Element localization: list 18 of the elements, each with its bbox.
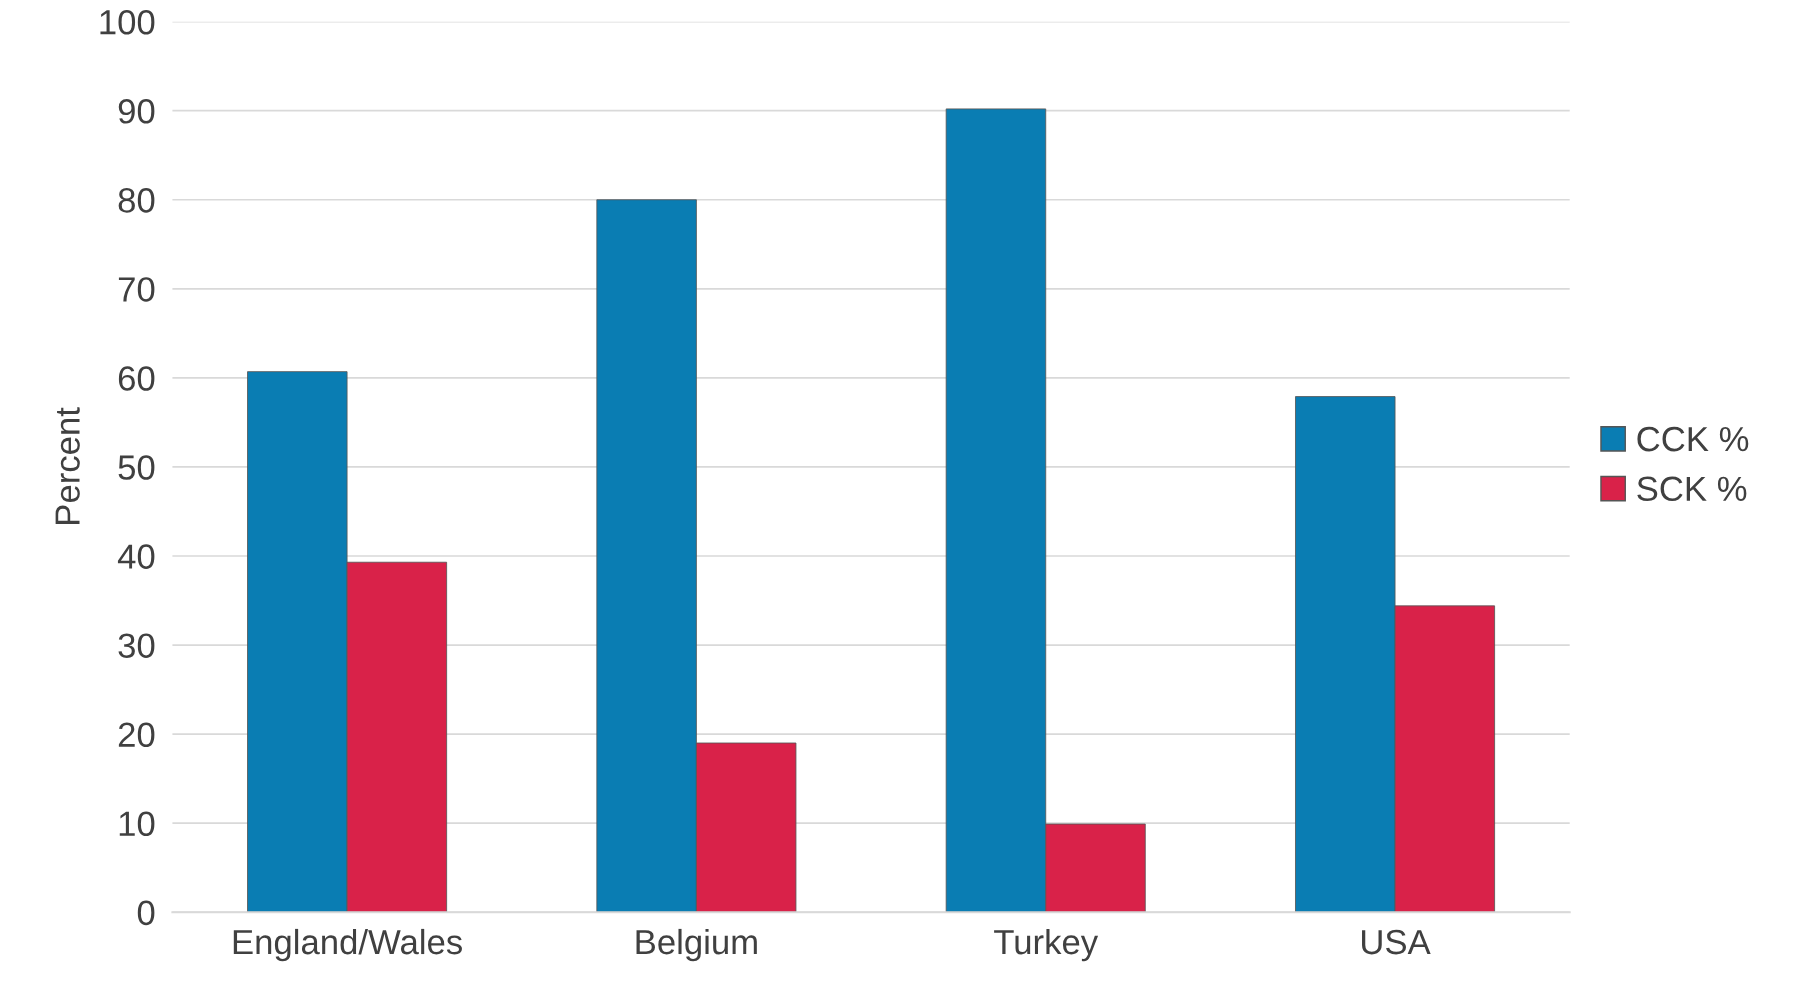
y-axis-title: Percent — [55, 407, 80, 524]
x-tick-label: USA — [1362, 929, 1431, 955]
y-tick-label: 40 — [117, 544, 155, 569]
x-tick-label: Belgium — [636, 928, 757, 962]
y-tick-label: 50 — [118, 455, 155, 480]
y-tick-label: 80 — [118, 188, 155, 213]
y-tick-label: 20 — [118, 722, 155, 748]
y-tick-label: 90 — [118, 99, 155, 124]
y-tick-label: 70 — [118, 277, 155, 302]
legend-label: SCK % — [1637, 476, 1747, 502]
legend-label: CCK % — [1637, 426, 1749, 452]
y-tick-label: 0 — [137, 900, 155, 926]
y-tick-label: 60 — [118, 366, 155, 391]
y-tick-label: 100 — [100, 9, 155, 35]
x-tick-label: Turkey — [994, 928, 1099, 962]
y-tick-label: 30 — [118, 633, 155, 658]
x-tick-label: England/Wales — [233, 928, 462, 962]
y-tick-label: 10 — [119, 811, 155, 837]
